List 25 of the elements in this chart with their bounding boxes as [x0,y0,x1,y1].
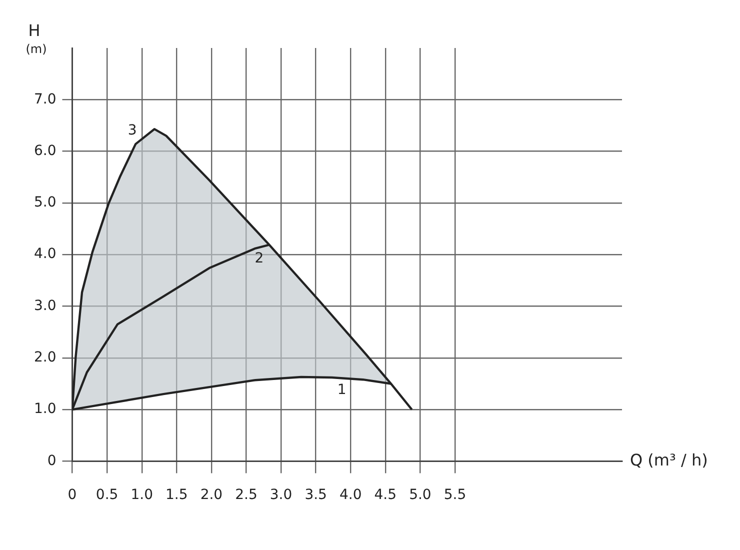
y-tick-label: 6.0 [34,142,56,159]
y-axis-title: H (m) [26,21,47,56]
series-label: 3 [128,122,137,139]
y-tick-label: 4.0 [34,246,56,262]
y-tick-label: 0 [47,452,56,469]
x-tick-label: 4.0 [339,487,362,504]
y-tick-label: 7.0 [34,91,56,108]
x-tick-label: 0 [68,487,77,504]
x-tick-label: 5.5 [444,487,466,504]
series-label: 1 [337,382,346,398]
y-tick-label: 2.0 [34,350,56,366]
y-tick-label: 5.0 [34,194,56,211]
x-tick-label: 2.0 [200,487,223,504]
series-label: 2 [254,250,264,266]
x-tick-label: 1.0 [130,487,153,504]
y-tick-label: 1.0 [34,401,56,418]
x-axis-title: Q (m³ / h) [630,450,708,470]
x-tick-label: 5.0 [409,487,432,504]
x-tick-label: 0.5 [96,487,118,504]
x-tick-label: 4.5 [374,487,397,504]
x-tick-label: 3.5 [304,487,327,504]
x-tick-label: 3.0 [270,487,292,504]
y-tick-label: 3.0 [34,298,56,314]
x-tick-label: 2.5 [235,487,258,504]
x-tick-label: 1.5 [166,487,188,504]
